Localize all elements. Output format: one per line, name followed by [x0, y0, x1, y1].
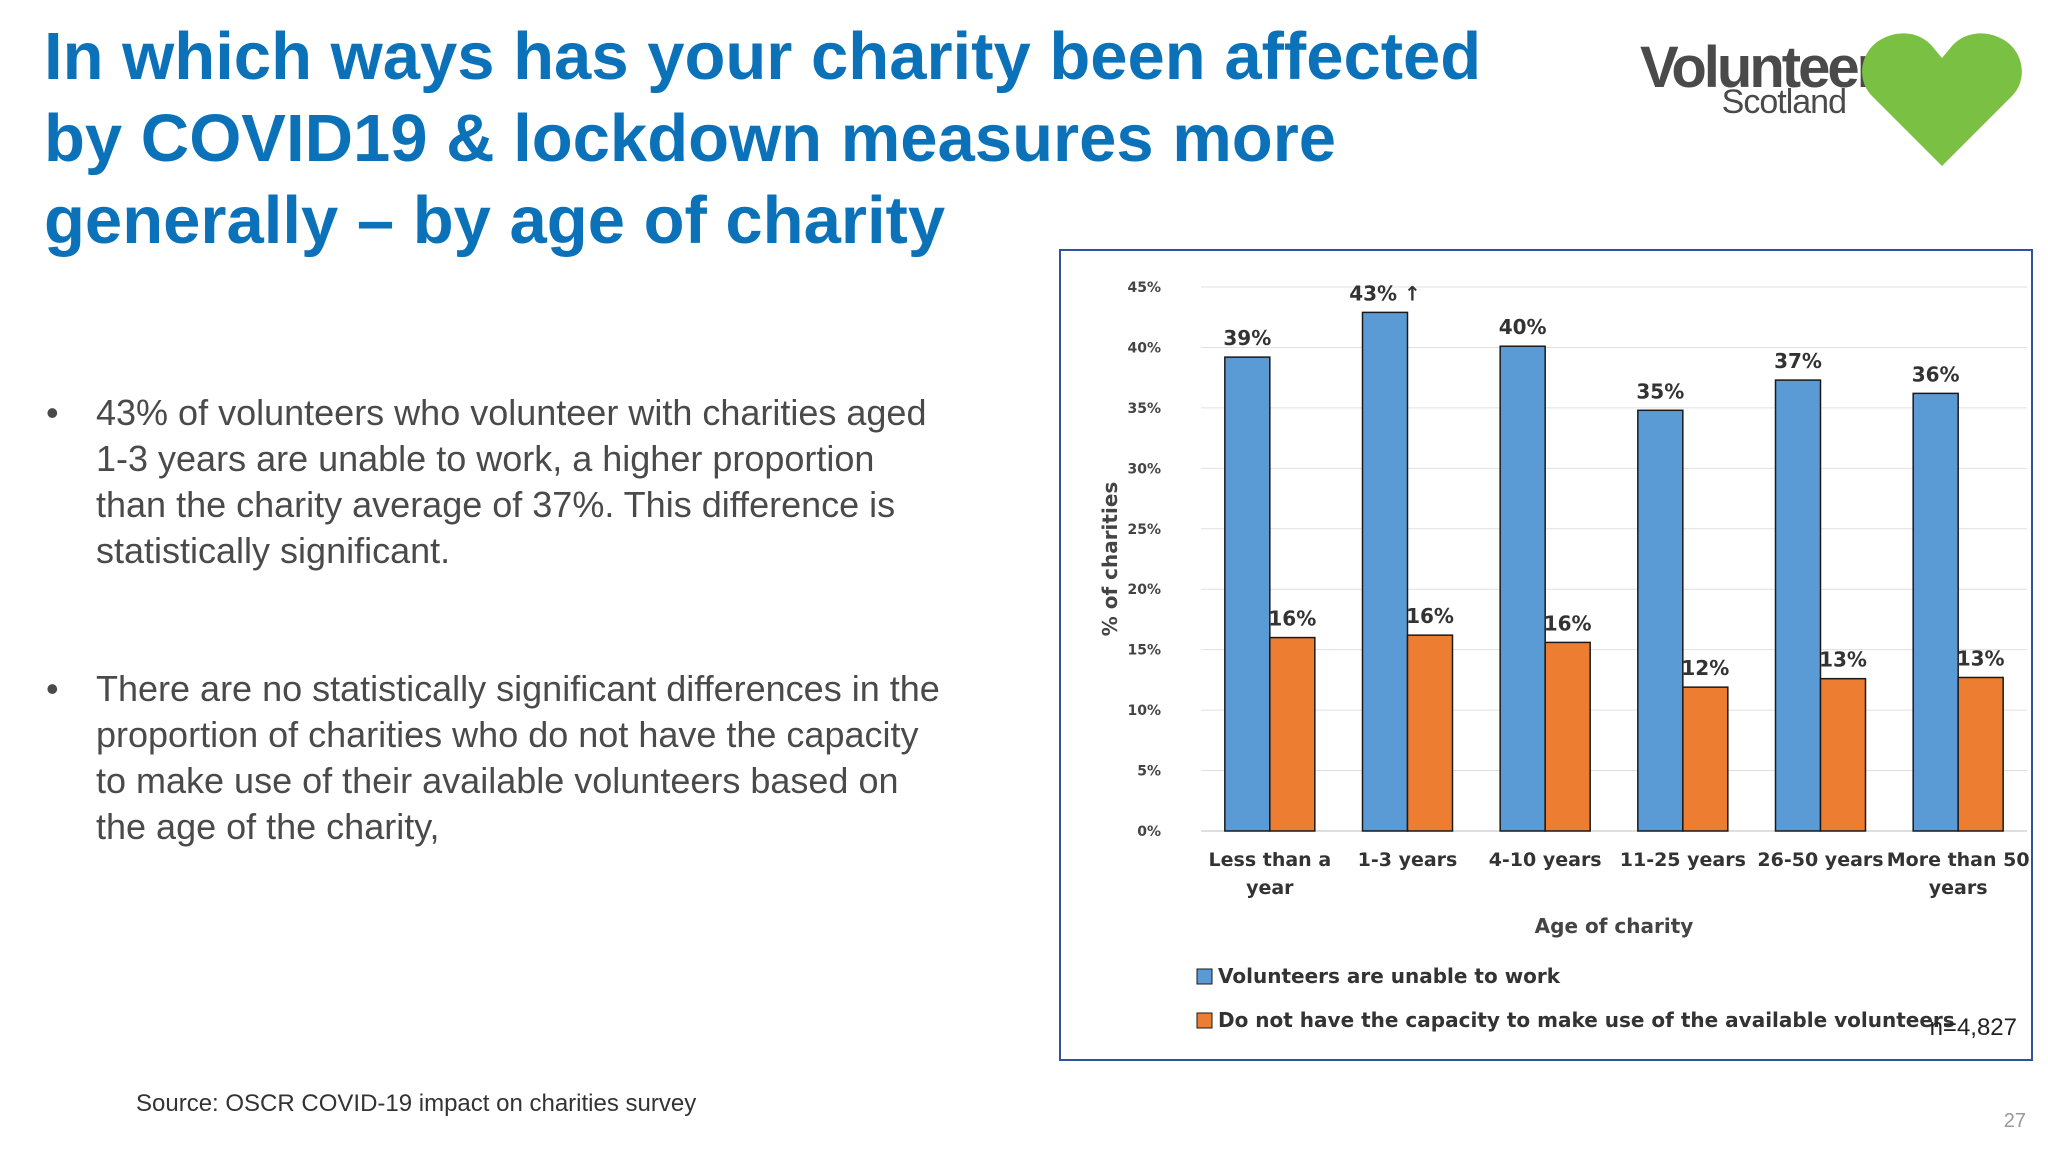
data-label: 12%: [1681, 656, 1729, 680]
bar-unable-to-work: [1361, 311, 1409, 832]
y-axis-label: % of charities: [1098, 482, 1122, 637]
logo-wordmark: Volunteer: [1640, 35, 1879, 100]
x-tick-label: years: [1929, 877, 1988, 899]
y-tick-label: 5%: [1137, 764, 1161, 780]
y-tick-label: 20%: [1127, 582, 1161, 598]
bullet-item: • There are no statistically significant…: [44, 666, 944, 850]
bar-no-capacity: [1269, 636, 1316, 832]
data-label: 37%: [1774, 349, 1822, 373]
slide-title: In which ways has your charity been affe…: [44, 19, 1482, 258]
bar-no-capacity: [1544, 641, 1591, 832]
page-number: 27: [2003, 1110, 2026, 1132]
logo-subtitle: Scotland: [1721, 83, 1847, 121]
data-label: 16%: [1406, 604, 1454, 628]
bar-unable-to-work: [1774, 379, 1822, 832]
x-tick-label: year: [1246, 877, 1294, 899]
legend-swatch: [1196, 968, 1213, 985]
x-tick-label: Less than a: [1209, 849, 1332, 871]
y-tick-label: 30%: [1127, 461, 1161, 477]
x-tick-label: More than 50: [1887, 849, 2030, 871]
legend-entry: Do not have the capacity to make use of …: [1218, 1008, 1955, 1032]
bar-unable-to-work: [1912, 392, 1959, 832]
source-note: Source: OSCR COVID-19 impact on charitie…: [136, 1090, 697, 1117]
y-tick-label: 35%: [1127, 401, 1161, 417]
data-label: 39%: [1223, 326, 1271, 350]
data-label: 13%: [1819, 648, 1867, 672]
chart-frame: 0% 5% 10% 15% 20% 25% 30% 35% 40% 45% % of chariti…: [1059, 249, 2033, 1061]
bar-unable-to-work: [1637, 409, 1684, 832]
x-tick-label: 4-10 years: [1489, 849, 1602, 871]
heart-logo-icon: [1862, 33, 2022, 167]
y-tick-label: 10%: [1127, 703, 1161, 719]
legend-entry: Volunteers are unable to work: [1218, 964, 1561, 988]
bar-unable-to-work: [1499, 345, 1546, 832]
x-tick-label: 1-3 years: [1358, 849, 1458, 871]
data-label: 40%: [1499, 315, 1547, 339]
data-label: 13%: [1957, 646, 2005, 670]
sample-size-label: n=4,827: [1929, 1014, 2017, 1041]
x-tick-label: 26-50 years: [1757, 849, 1883, 871]
bar-no-capacity: [1406, 634, 1454, 832]
bar-no-capacity: [1957, 676, 2004, 832]
bullet-text: There are no statistically significant d…: [96, 668, 940, 847]
legend-swatch: [1196, 1012, 1213, 1029]
x-tick-label: 11-25 years: [1620, 849, 1746, 871]
data-label: 16%: [1544, 611, 1592, 635]
data-label: 36%: [1912, 362, 1960, 386]
data-label: 16%: [1268, 607, 1316, 631]
bullet-item: • 43% of volunteers who volunteer with c…: [44, 390, 944, 574]
data-label: 43% ↑: [1349, 281, 1421, 305]
y-tick-label: 0%: [1137, 824, 1161, 840]
volunteer-scotland-logo: Volunteer Scotland: [1640, 30, 2030, 170]
bar-unable-to-work: [1224, 356, 1271, 832]
data-label: 35%: [1636, 379, 1684, 403]
y-tick-label: 40%: [1127, 340, 1161, 356]
bar-no-capacity: [1682, 686, 1729, 832]
bullet-text: 43% of volunteers who volunteer with cha…: [96, 392, 927, 571]
bar-chart: 0% 5% 10% 15% 20% 25% 30% 35% 40% 45% % of chariti…: [1098, 280, 2030, 1032]
bullet-symbol: •: [46, 668, 59, 709]
y-tick-label: 25%: [1127, 522, 1161, 538]
y-tick-label: 45%: [1127, 280, 1161, 296]
bullet-list: • 43% of volunteers who volunteer with c…: [44, 390, 944, 850]
bar-no-capacity: [1819, 677, 1867, 832]
x-axis-label: Age of charity: [1535, 914, 1694, 938]
y-tick-label: 15%: [1127, 643, 1161, 659]
bullet-symbol: •: [46, 392, 59, 433]
